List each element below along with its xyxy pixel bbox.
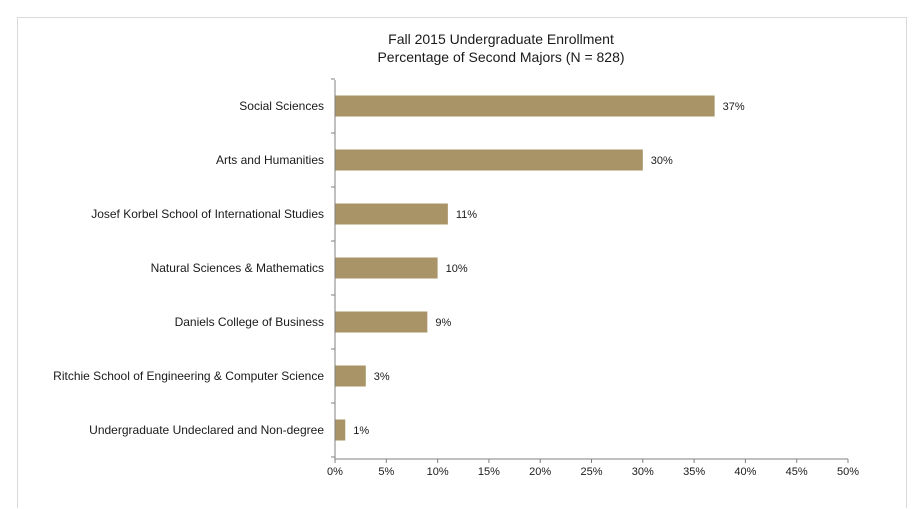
x-tick-label: 45% bbox=[786, 466, 808, 478]
data-label: 3% bbox=[374, 371, 390, 383]
axes-group bbox=[331, 78, 849, 463]
data-label: 10% bbox=[446, 263, 468, 275]
data-labels-group: 37% 30% 11% 10% 9% 3% 1% bbox=[353, 101, 745, 437]
x-tick-labels-group: 0% 5% 10% 15% 20% 25% 30% 35% 40% 45% 50% bbox=[327, 466, 859, 478]
bars-group bbox=[335, 95, 715, 441]
category-label: Josef Korbel School of International Stu… bbox=[91, 207, 324, 221]
x-tick-label: 15% bbox=[478, 466, 500, 478]
bar bbox=[335, 257, 438, 279]
chart-container: Fall 2015 Undergraduate Enrollment Perce… bbox=[17, 17, 907, 508]
category-label: Ritchie School of Engineering & Computer… bbox=[53, 369, 324, 383]
x-tick-label: 20% bbox=[529, 466, 551, 478]
x-tick-label: 25% bbox=[580, 466, 602, 478]
bar-chart: Fall 2015 Undergraduate Enrollment Perce… bbox=[53, 31, 859, 478]
category-label: Daniels College of Business bbox=[175, 315, 324, 329]
category-label: Natural Sciences & Mathematics bbox=[151, 261, 324, 275]
category-labels-group: Social Sciences Arts and Humanities Josef … bbox=[53, 99, 324, 437]
x-tick-label: 5% bbox=[378, 466, 394, 478]
category-label: Social Sciences bbox=[239, 99, 324, 113]
bar bbox=[335, 203, 448, 225]
x-tick-label: 10% bbox=[427, 466, 449, 478]
bar bbox=[335, 95, 715, 117]
x-tick-label: 50% bbox=[837, 466, 859, 478]
category-label: Undergraduate Undeclared and Non-degree bbox=[89, 423, 324, 437]
data-label: 11% bbox=[456, 209, 477, 221]
x-tick-label: 35% bbox=[683, 466, 705, 478]
data-label: 37% bbox=[723, 101, 745, 113]
bar bbox=[335, 419, 346, 441]
chart-subtitle: Percentage of Second Majors (N = 828) bbox=[377, 49, 624, 65]
data-label: 9% bbox=[435, 317, 451, 329]
x-tick-label: 40% bbox=[734, 466, 756, 478]
bar bbox=[335, 311, 428, 333]
bar bbox=[335, 149, 643, 171]
data-label: 30% bbox=[651, 155, 673, 167]
data-label: 1% bbox=[353, 425, 369, 437]
bar bbox=[335, 365, 366, 387]
x-tick-label: 30% bbox=[632, 466, 654, 478]
x-tick-label: 0% bbox=[327, 466, 343, 478]
chart-title: Fall 2015 Undergraduate Enrollment bbox=[388, 31, 614, 47]
category-label: Arts and Humanities bbox=[216, 153, 324, 167]
